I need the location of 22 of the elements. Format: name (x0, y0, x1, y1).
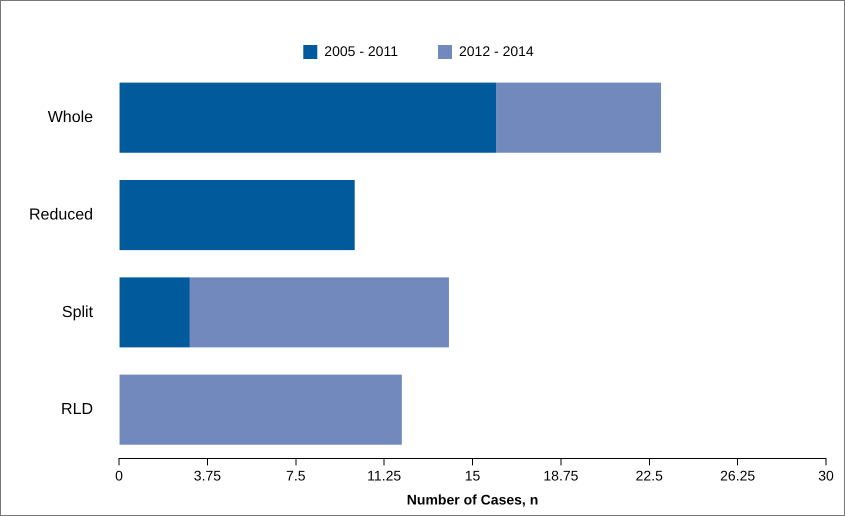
x-tick-label: 7.5 (286, 468, 306, 484)
x-tick-label: 3.75 (194, 468, 222, 484)
y-tick-label: Whole (48, 109, 94, 126)
x-tick-label: 0 (115, 468, 124, 484)
bar (120, 277, 190, 348)
x-tick-label: 26.25 (720, 468, 756, 484)
x-tick-label: 22.5 (636, 468, 664, 484)
bar (190, 277, 449, 348)
bar (496, 82, 662, 153)
y-tick-label: RLD (61, 401, 94, 418)
y-tick-label: Split (62, 304, 94, 321)
x-axis-title: Number of Cases, n (406, 491, 538, 508)
x-tick-label: 15 (464, 468, 481, 484)
x-tick-label: 11.25 (367, 468, 402, 484)
bar (120, 82, 496, 153)
bar (120, 374, 402, 445)
bar (120, 180, 355, 250)
x-tick-label: 30 (818, 468, 834, 484)
legend-label: 2012 - 2014 (458, 42, 534, 59)
y-tick-label: Reduced (29, 206, 94, 224)
x-tick-label: 18.75 (543, 468, 579, 484)
legend-label: 2005 - 2011 (324, 42, 398, 59)
